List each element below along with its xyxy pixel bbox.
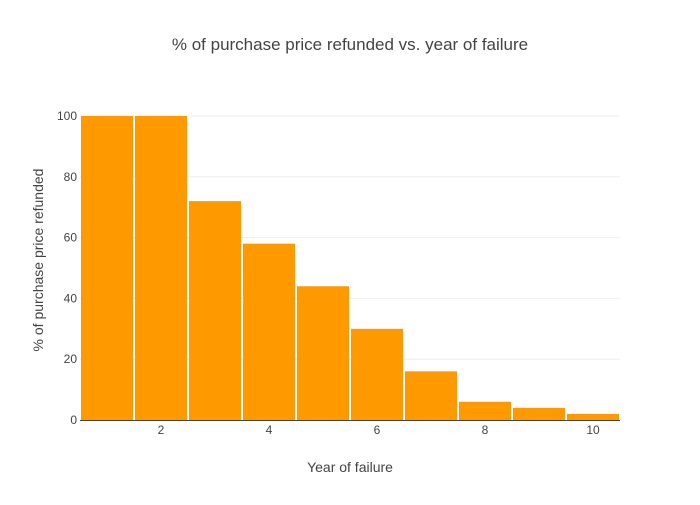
x-axis-title: Year of failure — [307, 459, 393, 475]
bar-year-10 — [567, 413, 619, 420]
x-tick-label: 6 — [374, 423, 381, 437]
bar-year-6 — [351, 328, 403, 420]
x-tick-label: 8 — [482, 423, 489, 437]
x-tick-label: 2 — [158, 423, 165, 437]
bar-year-2 — [135, 116, 187, 420]
x-tick-label: 4 — [266, 423, 273, 437]
bar-year-9 — [513, 407, 565, 420]
bar-year-1 — [81, 116, 133, 420]
bar-year-5 — [297, 286, 349, 420]
y-tick-label: 40 — [64, 291, 78, 305]
bars — [81, 116, 619, 420]
y-tick-label: 80 — [64, 170, 78, 184]
bar-year-3 — [189, 201, 241, 420]
y-tick-label: 0 — [70, 413, 77, 427]
bar-year-7 — [405, 371, 457, 420]
x-tick-label: 10 — [586, 423, 600, 437]
bar-year-4 — [243, 243, 295, 420]
x-tick-labels: 2 4 6 8 10 — [158, 423, 600, 437]
y-tick-labels: 0 20 40 60 80 100 — [57, 109, 77, 427]
y-tick-label: 60 — [64, 231, 78, 245]
y-tick-label: 100 — [57, 109, 77, 123]
y-axis-title: % of purchase price refunded — [30, 169, 46, 352]
bar-year-8 — [459, 401, 511, 420]
y-tick-label: 20 — [64, 352, 78, 366]
chart-title: % of purchase price refunded vs. year of… — [172, 35, 528, 54]
